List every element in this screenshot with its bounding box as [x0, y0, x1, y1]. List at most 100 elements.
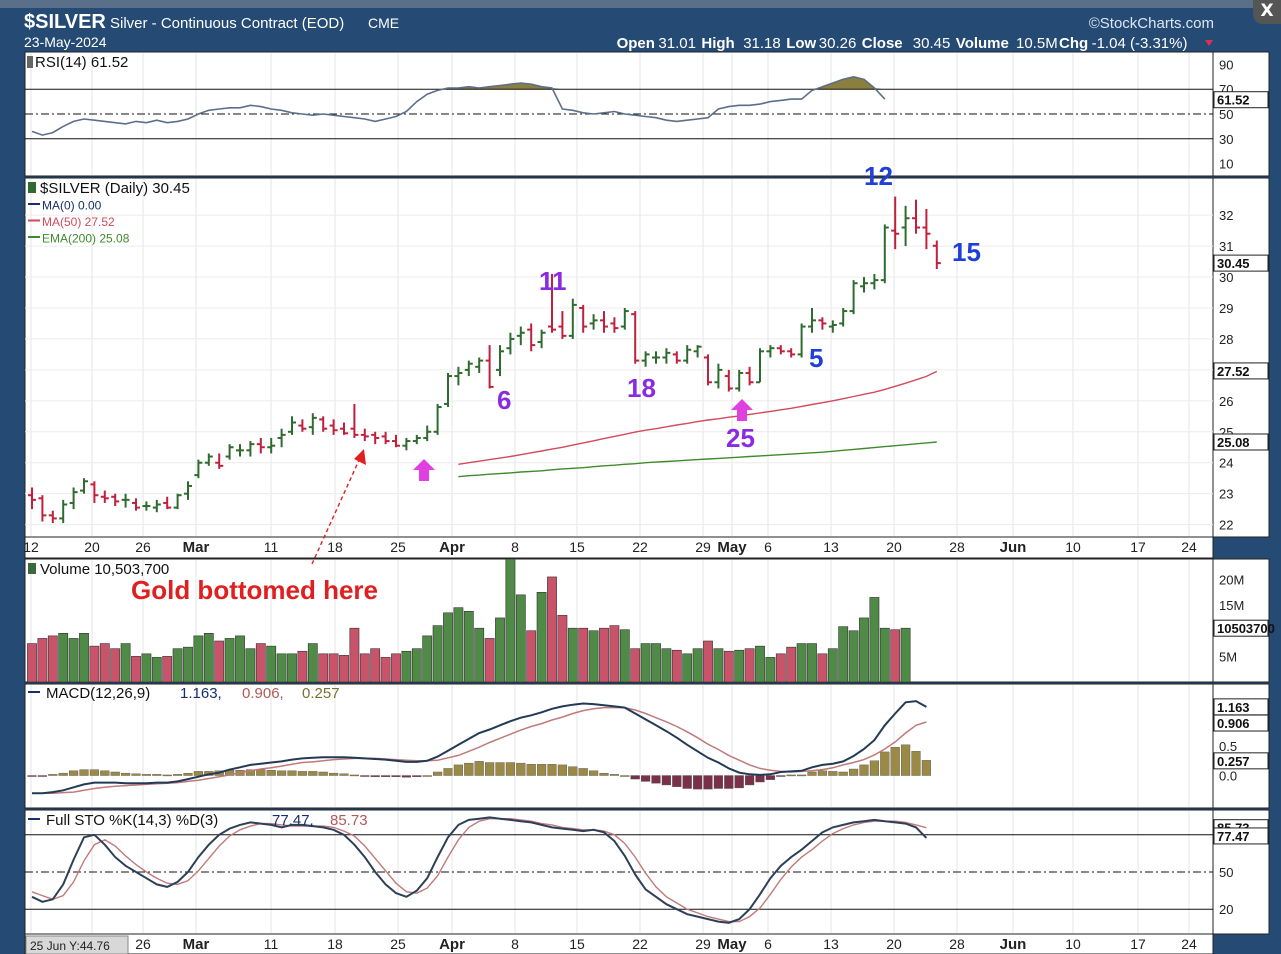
volume-bar — [484, 638, 495, 683]
y-tick-label: 20M — [1219, 573, 1244, 588]
x-tick-label: 24 — [1181, 936, 1197, 952]
x-tick-label: 8 — [511, 936, 519, 952]
volume-bar — [567, 627, 578, 683]
y-tick-label: 31 — [1219, 239, 1233, 254]
macd-histogram-bar — [339, 773, 349, 776]
x-tick-label: 10 — [1065, 936, 1081, 952]
stat-value: 30.26 — [819, 35, 857, 52]
rsi-value-tag: 61.52 — [1217, 93, 1250, 108]
x-tick-label: 20 — [886, 936, 902, 952]
macd-histogram-bar — [152, 774, 162, 776]
volume-bar — [765, 657, 776, 683]
volume-legend-icon — [28, 563, 36, 574]
volume-bar — [734, 649, 745, 683]
volume-bar — [432, 625, 443, 683]
close-button[interactable]: X — [1253, 0, 1281, 24]
volume-bar — [391, 653, 401, 683]
macd-histogram-bar — [734, 775, 744, 789]
macd-histogram-value-tag-box — [1213, 752, 1269, 770]
macd-histogram-bar — [911, 751, 921, 776]
x-tick-label: 17 — [1130, 539, 1146, 555]
volume-bar — [193, 635, 204, 683]
x-tick-label: 13 — [823, 539, 839, 555]
volume-bar — [359, 653, 370, 683]
volume-bar — [328, 653, 339, 683]
x-tick-label: 29 — [695, 936, 711, 952]
volume-bar — [682, 653, 693, 683]
x-tick-label: 22 — [632, 539, 648, 555]
rsi-legend: RSI(14) 61.52 — [35, 54, 128, 71]
volume-bar — [463, 610, 474, 683]
y-tick-label: 0.0 — [1219, 769, 1237, 784]
macd-histogram-bar — [422, 775, 432, 777]
volume-bar — [547, 576, 557, 683]
x-tick-label: 6 — [764, 539, 772, 555]
stat-value: 31.18 — [743, 35, 781, 52]
macd-histogram-bar — [287, 770, 297, 776]
x-tick-label: 11 — [264, 539, 279, 555]
macd-histogram-bar — [661, 775, 672, 786]
macd-histogram-bar — [297, 771, 308, 776]
volume-bar — [99, 643, 110, 683]
volume-value-tag: 10503700 — [1217, 621, 1275, 636]
cursor-readout: 25 Jun Y:44.76 — [30, 939, 110, 953]
x-tick-label: 26 — [135, 936, 151, 952]
volume-bar — [848, 630, 859, 683]
volume-bar — [224, 638, 235, 683]
volume-bar — [827, 648, 838, 683]
macd-histogram-bar — [308, 771, 318, 776]
volume-bar — [47, 635, 58, 683]
x-tick-label: 25 — [390, 936, 406, 952]
macd-histogram-bar — [464, 762, 474, 776]
x-tick-label: Mar — [183, 936, 210, 953]
macd-histogram-bar — [599, 772, 609, 776]
volume-bar — [869, 597, 880, 683]
macd-histogram-bar — [120, 772, 131, 776]
volume-bar — [526, 630, 537, 683]
x-tick-label: 28 — [949, 539, 965, 555]
macd-histogram-bar — [391, 775, 401, 777]
volume-bar — [401, 650, 412, 683]
volume-bar — [619, 629, 630, 683]
macd-histogram-bar — [526, 764, 536, 776]
macd-histogram-bar — [318, 771, 328, 776]
volume-bar — [370, 648, 381, 683]
x-tick-label: 15 — [569, 936, 585, 952]
macd-histogram-bar — [651, 775, 661, 784]
x-tick-label: 13 — [823, 936, 839, 952]
up-arrow-icon — [413, 459, 435, 481]
price-panel: 323130292827262524232230.4527.5225.08$SI… — [24, 177, 1270, 538]
volume-bar — [203, 633, 214, 683]
x-tick-label: 29 — [695, 539, 711, 555]
volume-bar — [775, 653, 786, 683]
macd-histogram-bar — [609, 774, 620, 776]
chart-date: 23-May-2024 — [24, 34, 107, 50]
stat-label: Low — [786, 35, 816, 52]
y-tick-label: 50 — [1219, 865, 1233, 880]
macd-histogram-bar — [360, 775, 370, 777]
macd-histogram-bar — [817, 770, 828, 776]
y-tick-label: 24 — [1219, 456, 1233, 471]
stat-label: High — [701, 35, 734, 52]
volume-bar — [703, 640, 713, 683]
volume-bar — [79, 633, 89, 683]
ma50-value-tag-box — [1213, 362, 1269, 380]
macd-histogram-bar — [849, 768, 859, 776]
y-tick-label: 23 — [1219, 487, 1233, 502]
macd-signal-line — [32, 706, 927, 794]
macd-line — [32, 700, 927, 795]
x-tick-label: 10 — [1065, 539, 1081, 555]
y-tick-label: 15M — [1219, 598, 1244, 613]
volume-bar — [557, 615, 568, 683]
macd-histogram-bar — [568, 766, 578, 776]
stat-value: 30.45 — [913, 35, 951, 52]
x-tick-label: 18 — [327, 936, 343, 952]
ema200-value-tag: 25.08 — [1217, 435, 1250, 450]
macd-histogram-bar — [880, 751, 890, 776]
volume-bar — [411, 648, 422, 683]
x-axis-price: 12 20 26 Mar 11 18 25 Apr 8 15 22 29 May 6 13 20 28 Jun 10… — [23, 536, 1214, 559]
sto-k-value-tag-box — [1213, 827, 1269, 845]
macd-histogram-bar — [776, 775, 786, 777]
